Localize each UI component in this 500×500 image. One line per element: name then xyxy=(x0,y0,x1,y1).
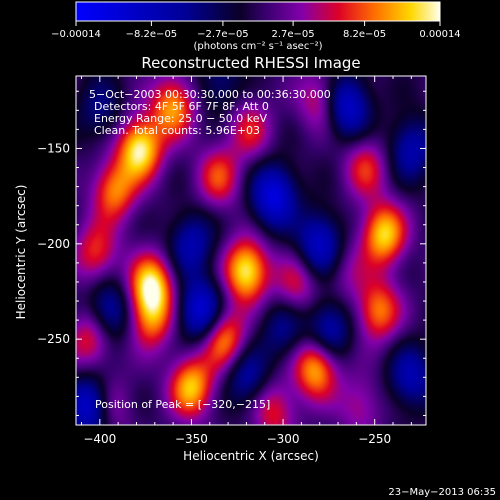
annotation-detectors: Detectors: 4F 5F 6F 7F 8F, Att 0 xyxy=(94,100,269,113)
colorbar-tick-label: −0.00014 xyxy=(51,29,101,40)
y-axis-label: Heliocentric Y (arcsec) xyxy=(14,185,28,320)
annotation-clean: Clean. Total counts: 5.96E+03 xyxy=(94,124,260,137)
y-tick-label: −150 xyxy=(37,141,70,155)
colorbar-strip xyxy=(75,1,441,22)
colorbar-tick-label: 0.00014 xyxy=(419,29,460,40)
x-axis-label: Heliocentric X (arcsec) xyxy=(183,449,319,463)
annotation-time: 5−Oct−2003 00:30:30.000 to 00:36:30.000 xyxy=(89,88,331,101)
y-tick-label: −200 xyxy=(37,237,70,251)
x-tick-label: −350 xyxy=(175,432,208,446)
x-tick-label: −250 xyxy=(358,432,391,446)
plot-frame xyxy=(75,75,427,426)
axis-ticks: −400 −350 −300 −250 −150 −200 −250 xyxy=(37,76,426,446)
colorbar: −0.00014 −8.2e−05 −2.7e−05 2.7e−05 8.2e−05 0.… xyxy=(51,1,461,52)
colorbar-ticks: −0.00014 −8.2e−05 −2.7e−05 2.7e−05 8.2e−05 0.… xyxy=(51,21,461,40)
timestamp: 23−May−2013 06:35 xyxy=(388,487,496,498)
x-tick-label: −400 xyxy=(83,432,116,446)
annotation-energy: Energy Range: 25.0 − 50.0 keV xyxy=(94,112,268,125)
chart-title: Reconstructed RHESSI Image xyxy=(141,54,360,72)
colorbar-unit-label: (photons cm⁻² s⁻¹ asec⁻²) xyxy=(193,41,322,52)
colorbar-tick-label: −2.7e−05 xyxy=(197,29,249,40)
heatmap-image xyxy=(76,76,426,425)
colorbar-tick-label: 2.7e−05 xyxy=(272,29,315,40)
x-tick-label: −300 xyxy=(267,432,300,446)
colorbar-tick-label: 8.2e−05 xyxy=(343,29,386,40)
y-tick-label: −250 xyxy=(37,332,70,346)
annotations: 5−Oct−2003 00:30:30.000 to 00:36:30.000 … xyxy=(89,88,331,411)
colorbar-tick-label: −8.2e−05 xyxy=(126,29,178,40)
image-area: −400 −350 −300 −250 −150 −200 −250 xyxy=(37,75,427,446)
annotation-peak: Position of Peak = [−320,−215] xyxy=(95,398,270,411)
